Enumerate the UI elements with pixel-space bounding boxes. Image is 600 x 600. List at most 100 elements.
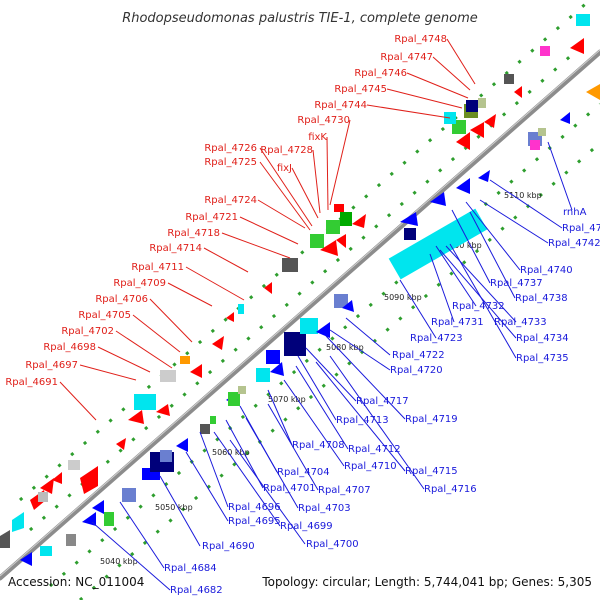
- gene-feature: [404, 228, 416, 240]
- gene-feature: [310, 234, 324, 248]
- gene-feature: [0, 530, 10, 548]
- gene-feature: [116, 438, 126, 450]
- gene-feature: [478, 170, 490, 182]
- gene-label: Rpal_4748: [394, 34, 447, 45]
- kbp-tick: 5100 kbp: [444, 241, 482, 250]
- gene-feature: [538, 128, 546, 136]
- gene-feature: [400, 212, 418, 226]
- gene-feature: [190, 364, 202, 378]
- kbp-tick: 5060 kbp: [212, 448, 250, 457]
- gene-feature: [66, 534, 76, 546]
- gene-feature: [228, 392, 240, 406]
- gene-label: Rpal_4722: [392, 350, 445, 361]
- gene-label: Rpal_4732: [452, 301, 505, 312]
- gene-label: Rpal_4695: [228, 516, 281, 527]
- dotted-tracks: [19, 0, 600, 600]
- forward-strand-genes: [0, 14, 590, 548]
- gene-label: Rpal_4690: [202, 541, 255, 552]
- gene-label: Rpal_4737: [490, 278, 543, 289]
- gene-label: Rpal_4715: [405, 466, 458, 477]
- gene-feature: [256, 368, 270, 382]
- gene-feature: [226, 312, 234, 322]
- gene-feature: [334, 204, 344, 212]
- gene-label: Rpal_4717: [356, 396, 409, 407]
- gene-feature: [316, 322, 330, 338]
- gene-feature: [282, 258, 298, 272]
- kbp-tick: 5110 kbp: [504, 191, 542, 200]
- gene-label: Rpal_4700: [306, 539, 359, 550]
- gene-feature: [104, 512, 114, 526]
- gene-label: Rpal_4731: [431, 317, 484, 328]
- gene-label: Rpal_4696: [228, 502, 281, 513]
- reverse-strand-genes: [20, 84, 600, 566]
- gene-feature: [514, 86, 522, 98]
- gene-feature: [156, 404, 170, 416]
- genome-backbone-highlight: [0, 49, 600, 577]
- gene-label: Rpal_4742: [548, 238, 600, 249]
- gene-feature: [334, 294, 348, 308]
- topology-text: Topology: circular; Length: 5,744,041 bp…: [261, 575, 592, 589]
- gene-feature: [210, 416, 216, 424]
- gene-feature: [320, 240, 338, 256]
- gene-feature: [40, 546, 52, 556]
- gene-feature: [586, 84, 600, 100]
- gene-label: Rpal_4723: [410, 333, 463, 344]
- gene-feature: [92, 500, 104, 514]
- gene-label: Rpal_4697: [25, 360, 78, 371]
- reverse-gene-labels: rnhA Rpal_4743 Rpal_4742 Rpal_4740 Rpal_…: [164, 207, 600, 596]
- gene-label: Rpal_4743: [562, 223, 600, 234]
- gene-feature: [134, 394, 156, 410]
- gene-feature: [570, 38, 584, 54]
- gene-feature: [238, 304, 244, 314]
- gene-label: fixJ: [277, 163, 292, 174]
- gene-feature: [470, 122, 484, 138]
- gene-feature: [160, 450, 172, 462]
- gene-label: Rpal_4684: [164, 563, 217, 574]
- gene-label: Rpal_4738: [515, 293, 568, 304]
- gene-feature: [456, 178, 470, 194]
- kbp-tick: 5050 kbp: [155, 503, 193, 512]
- gene-feature: [484, 114, 496, 128]
- gene-label: Rpal_4704: [277, 467, 330, 478]
- map-title: Rhodopseudomonas palustris TIE-1, comple…: [122, 11, 478, 26]
- reverse-leader-lines: [91, 141, 573, 591]
- gene-label: Rpal_4712: [348, 444, 401, 455]
- gene-feature: [68, 460, 80, 470]
- gene-feature: [388, 208, 488, 280]
- gene-feature: [530, 140, 540, 150]
- gene-label: Rpal_4714: [149, 243, 202, 254]
- gene-label: Rpal_4716: [424, 484, 477, 495]
- gene-label: Rpal_4691: [5, 377, 58, 388]
- gene-feature: [160, 370, 176, 382]
- gene-label: Rpal_4708: [292, 440, 345, 451]
- genome-backbone: [0, 49, 600, 581]
- kbp-tick: 5090 kbp: [384, 293, 422, 302]
- gene-label: Rpal_4746: [354, 68, 407, 79]
- gene-feature: [342, 300, 354, 312]
- gene-feature: [430, 192, 446, 206]
- gene-label: Rpal_4740: [520, 265, 573, 276]
- gene-label: Rpal_4734: [516, 333, 569, 344]
- gene-label: Rpal_4709: [113, 278, 166, 289]
- kbp-tick: 5080 kbp: [326, 343, 364, 352]
- gene-feature: [176, 438, 188, 452]
- gene-label: Rpal_4718: [167, 228, 220, 239]
- gene-feature: [238, 386, 246, 394]
- gene-feature: [200, 424, 210, 434]
- gene-label: Rpal_4744: [314, 100, 367, 111]
- gene-feature: [52, 472, 62, 484]
- gene-feature: [80, 466, 98, 494]
- gene-feature: [466, 100, 478, 112]
- gene-label: Rpal_4733: [494, 317, 547, 328]
- gene-feature: [270, 362, 284, 376]
- gene-label: fixK: [308, 132, 327, 143]
- kbp-tick: 5040 kbp: [100, 557, 138, 566]
- gene-label: Rpal_4710: [344, 461, 397, 472]
- gene-label: Rpal_4747: [380, 52, 433, 63]
- gene-label: Rpal_4728: [260, 145, 313, 156]
- forward-gene-labels: Rpal_4748 Rpal_4747 Rpal_4746 Rpal_4745 …: [5, 34, 447, 388]
- gene-feature: [40, 478, 54, 494]
- gene-feature: [212, 336, 224, 350]
- gene-label: Rpal_4707: [318, 485, 371, 496]
- gene-label: Rpal_4725: [204, 157, 257, 168]
